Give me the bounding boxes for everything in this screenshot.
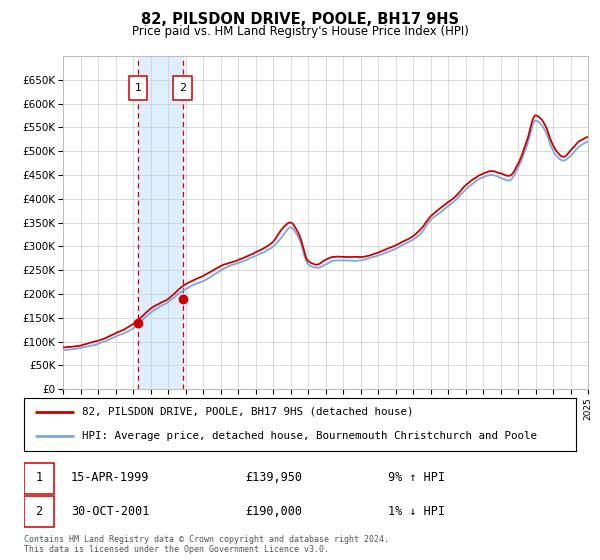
Text: 82, PILSDON DRIVE, POOLE, BH17 9HS (detached house): 82, PILSDON DRIVE, POOLE, BH17 9HS (deta… [82,407,413,417]
Text: 2: 2 [35,505,43,518]
Text: £139,950: £139,950 [245,472,302,484]
Text: 9% ↑ HPI: 9% ↑ HPI [388,472,445,484]
Text: Contains HM Land Registry data © Crown copyright and database right 2024.
This d: Contains HM Land Registry data © Crown c… [24,535,389,554]
Text: 30-OCT-2001: 30-OCT-2001 [71,505,149,518]
Text: 82, PILSDON DRIVE, POOLE, BH17 9HS: 82, PILSDON DRIVE, POOLE, BH17 9HS [141,12,459,27]
Text: 1% ↓ HPI: 1% ↓ HPI [388,505,445,518]
FancyBboxPatch shape [24,463,55,494]
Text: Price paid vs. HM Land Registry's House Price Index (HPI): Price paid vs. HM Land Registry's House … [131,25,469,38]
Text: £190,000: £190,000 [245,505,302,518]
FancyBboxPatch shape [173,76,191,100]
Text: 1: 1 [134,83,142,93]
Text: 15-APR-1999: 15-APR-1999 [71,472,149,484]
Bar [138,56,182,389]
FancyBboxPatch shape [129,76,147,100]
FancyBboxPatch shape [24,496,55,528]
Text: 2: 2 [179,83,186,93]
Text: HPI: Average price, detached house, Bournemouth Christchurch and Poole: HPI: Average price, detached house, Bour… [82,431,537,441]
Text: 1: 1 [35,472,43,484]
